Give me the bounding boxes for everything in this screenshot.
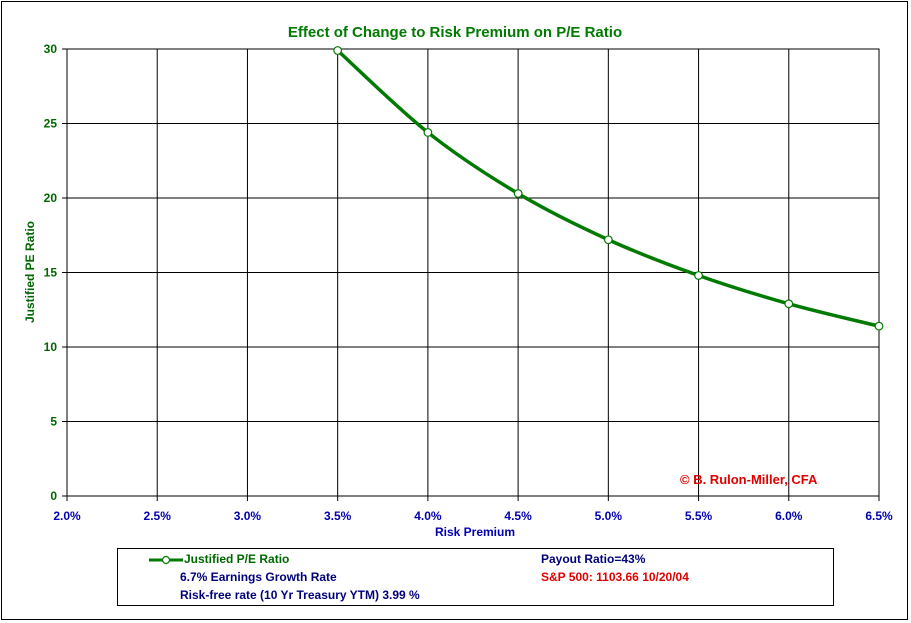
x-tick-label: 2.0% bbox=[53, 509, 81, 523]
legend-payout-ratio: Payout Ratio=43% bbox=[541, 552, 646, 566]
x-tick-label: 4.5% bbox=[504, 509, 532, 523]
legend-series-label: Justified P/E Ratio bbox=[184, 552, 290, 566]
y-tick-label: 15 bbox=[44, 266, 58, 280]
legend-growth-rate: 6.7% Earnings Growth Rate bbox=[180, 570, 337, 584]
y-tick-label: 30 bbox=[44, 42, 58, 56]
grid bbox=[67, 49, 879, 496]
y-tick-label: 20 bbox=[44, 191, 58, 205]
x-tick-label: 5.0% bbox=[595, 509, 623, 523]
axes bbox=[62, 48, 880, 501]
legend-risk-free-rate: Risk-free rate (10 Yr Treasury YTM) 3.99… bbox=[180, 588, 420, 602]
legend-sp500: S&P 500: 1103.66 10/20/04 bbox=[541, 570, 689, 584]
y-axis-label: Justified PE Ratio bbox=[23, 221, 37, 323]
x-tick-label: 6.0% bbox=[775, 509, 803, 523]
x-tick-labels: 2.0% 2.5% 3.0% 3.5% 4.0% 4.5% 5.0% 5.5% 6.0% 6.5% bbox=[53, 509, 893, 523]
y-tick-label: 0 bbox=[50, 489, 57, 503]
y-tick-labels: 0 5 10 15 20 25 30 bbox=[44, 42, 58, 503]
data-point bbox=[333, 46, 343, 55]
data-point bbox=[603, 235, 613, 245]
x-tick-label: 5.5% bbox=[685, 509, 713, 523]
x-tick-label: 3.5% bbox=[324, 509, 352, 523]
x-axis-label: Risk Premium bbox=[435, 525, 515, 539]
x-tick-label: 3.0% bbox=[234, 509, 262, 523]
y-tick-label: 5 bbox=[50, 415, 57, 429]
legend-series-swatch bbox=[149, 555, 183, 565]
data-point bbox=[423, 128, 433, 137]
y-tick-label: 10 bbox=[44, 340, 58, 354]
data-point bbox=[874, 321, 884, 331]
data-point bbox=[694, 271, 703, 280]
x-tick-label: 6.5% bbox=[865, 509, 893, 523]
chart-title: Effect of Change to Risk Premium on P/E … bbox=[288, 24, 622, 41]
data-point bbox=[513, 189, 523, 198]
series-group bbox=[333, 46, 884, 331]
legend: Justified P/E Ratio 6.7% Earnings Growth… bbox=[117, 548, 834, 606]
x-tick-label: 4.0% bbox=[414, 509, 442, 523]
copyright-annotation: © B. Rulon-Miller, CFA bbox=[680, 472, 818, 487]
data-point bbox=[784, 299, 794, 309]
y-tick-label: 25 bbox=[44, 117, 58, 131]
x-tick-label: 2.5% bbox=[144, 509, 172, 523]
